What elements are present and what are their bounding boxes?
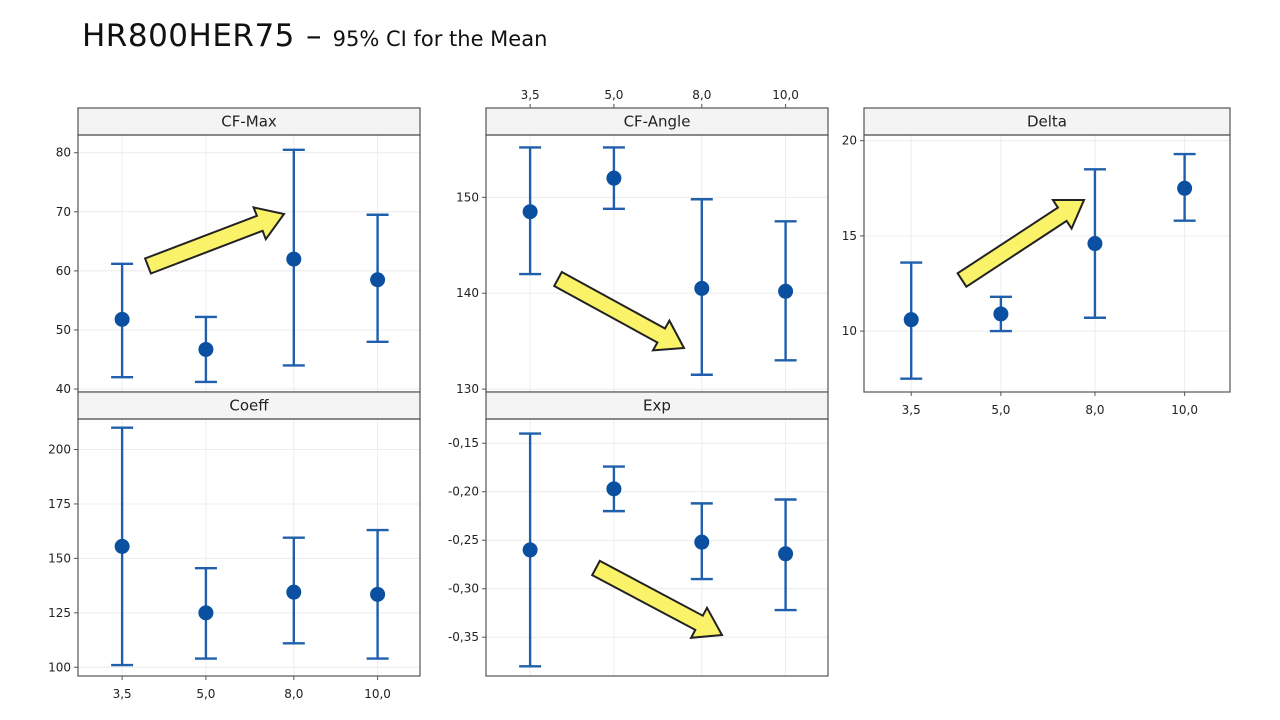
y-tick-label: 50: [56, 323, 71, 337]
mean-point: [903, 312, 919, 328]
y-tick-label: 70: [56, 205, 71, 219]
facet-header: [77, 391, 421, 420]
trend-arrow-up: [143, 206, 286, 275]
facet-header: [863, 107, 1231, 136]
x-tick-label: 8,0: [284, 687, 303, 701]
y-tick-label: 10: [842, 324, 857, 338]
mean-point: [114, 311, 130, 327]
x-tick-label: 3,5: [113, 687, 132, 701]
mean-point: [778, 546, 794, 562]
mean-point: [694, 534, 710, 550]
y-tick-label: 175: [48, 497, 71, 511]
mean-point: [606, 170, 622, 186]
y-tick-label: 20: [842, 134, 857, 148]
facet-title: Coeff: [229, 397, 269, 415]
mean-point: [286, 584, 302, 600]
y-tick-label: -0,20: [448, 485, 479, 499]
facet-header: [77, 107, 421, 136]
plot-frame: [863, 134, 1231, 393]
y-tick-label: 60: [56, 264, 71, 278]
mean-point: [286, 251, 302, 267]
plot-frame: [77, 418, 421, 677]
mean-point: [522, 204, 538, 220]
page-title: HR800HER75 – 95% CI for the Mean: [82, 18, 547, 54]
y-tick-label: -0,30: [448, 582, 479, 596]
x-tick-label: 10,0: [1171, 403, 1198, 417]
facet-title: Delta: [1027, 113, 1067, 131]
mean-point: [694, 280, 710, 296]
trend-arrow-down: [590, 559, 724, 639]
mean-point: [198, 341, 214, 357]
x-tick-label: 3,5: [902, 403, 921, 417]
facet-title: CF-Max: [221, 113, 277, 131]
x-tick-label-top: 5,0: [604, 88, 623, 102]
trend-arrow-down: [552, 270, 686, 352]
y-tick-label: 100: [48, 660, 71, 674]
y-tick-label: 200: [48, 442, 71, 456]
y-tick-label: -0,25: [448, 533, 479, 547]
facet-cf-max: CF-Max 40 50 60 70 80: [56, 107, 421, 396]
mean-point: [198, 605, 214, 621]
title-main: HR800HER75: [82, 18, 295, 54]
mean-point: [993, 306, 1009, 322]
y-tick-label: 150: [48, 551, 71, 565]
mean-point: [1177, 180, 1193, 196]
mean-point: [778, 283, 794, 299]
mean-point: [606, 481, 622, 497]
facet-exp: Exp -0,35 -0,30 -0,25 -0,20 -0,15: [448, 391, 829, 677]
x-tick-label-top: 3,5: [521, 88, 540, 102]
y-tick-label: 125: [48, 606, 71, 620]
title-subtitle: 95% CI for the Mean: [332, 27, 548, 51]
mean-point: [1087, 236, 1103, 252]
plot-frame: [485, 134, 829, 393]
y-tick-label: 40: [56, 382, 71, 396]
y-tick-label: 140: [456, 286, 479, 300]
x-tick-label-top: 8,0: [692, 88, 711, 102]
title-dash: –: [306, 18, 322, 54]
mean-point: [114, 538, 130, 554]
x-tick-label: 10,0: [364, 687, 391, 701]
facet-delta: Delta 10 15 20 3,5 5,0 8,0 10,0: [842, 107, 1231, 417]
facet-title: CF-Angle: [624, 113, 691, 131]
mean-point: [370, 586, 386, 602]
trend-arrow-up: [956, 199, 1086, 289]
x-tick-label: 5,0: [991, 403, 1010, 417]
y-tick-label: -0,15: [448, 436, 479, 450]
facet-cf-angle: CF-Angle 130 140 150 3,5 5,0 8,0 10,0: [456, 88, 829, 396]
y-tick-label: 80: [56, 146, 71, 160]
x-tick-label-top: 10,0: [772, 88, 799, 102]
y-tick-label: 15: [842, 229, 857, 243]
y-tick-label: 150: [456, 190, 479, 204]
facet-title: Exp: [643, 397, 671, 415]
y-tick-label: -0,35: [448, 630, 479, 644]
mean-point: [370, 272, 386, 288]
x-tick-label: 8,0: [1085, 403, 1104, 417]
facet-coeff: Coeff 100 125 150 175 200 3,5 5,0 8,0 10,0: [48, 391, 421, 701]
y-tick-label: 130: [456, 382, 479, 396]
facet-header: [485, 391, 829, 420]
mean-point: [522, 542, 538, 558]
plot-frame: [485, 418, 829, 677]
x-tick-label: 5,0: [196, 687, 215, 701]
